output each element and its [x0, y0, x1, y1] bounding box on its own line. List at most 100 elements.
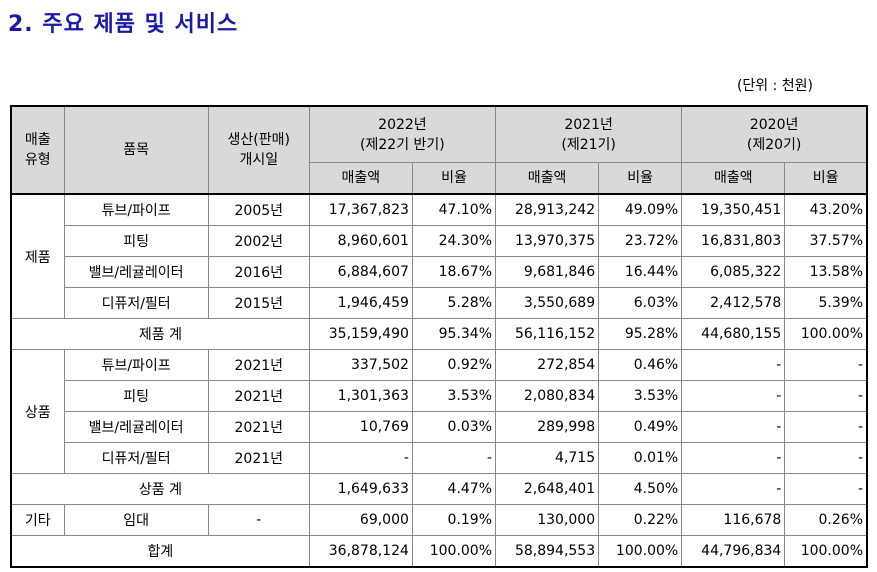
- item-name: 피팅: [63, 225, 209, 257]
- sales-2022: 1,301,363: [308, 380, 413, 412]
- sales-2021: 2,080,834: [495, 380, 600, 412]
- ratio-2022: 0.92%: [411, 349, 497, 381]
- table-row: 기타 임대 - 69,000 0.19% 130,000 0.22% 116,6…: [10, 504, 868, 536]
- ratio-2021: 0.22%: [598, 504, 683, 536]
- ratio-2021: 49.09%: [598, 193, 683, 226]
- header-ratio-2021: 비율: [598, 162, 683, 195]
- ratio-2021: 6.03%: [598, 287, 683, 319]
- sales-2021: 28,913,242: [495, 193, 600, 226]
- ratio-2020: 5.39%: [784, 287, 868, 319]
- ratio-2020: 100.00%: [784, 535, 868, 568]
- ratio-2020: -: [784, 349, 868, 381]
- sales-2020: 6,085,322: [681, 256, 786, 288]
- sales-2021: 289,998: [495, 411, 600, 443]
- subtotal-label: 상품 계: [10, 473, 310, 505]
- item-name: 디퓨저/필터: [63, 442, 209, 474]
- ratio-2020: -: [784, 380, 868, 412]
- sales-2020: 16,831,803: [681, 225, 786, 257]
- group-label-other: 기타: [10, 504, 65, 536]
- item-name: 피팅: [63, 380, 209, 412]
- table-row: 피팅 2002년 8,960,601 24.30% 13,970,375 23.…: [11, 225, 868, 257]
- ratio-2022: 100.00%: [411, 535, 497, 568]
- sales-2020: -: [681, 349, 786, 381]
- ratio-2022: 5.28%: [411, 287, 497, 319]
- item-name: 튜브/파이프: [63, 349, 209, 381]
- sales-2022: 1,649,633: [308, 473, 413, 505]
- ratio-2022: -: [411, 442, 497, 474]
- ratio-2022: 47.10%: [411, 193, 497, 226]
- ratio-2022: 24.30%: [411, 225, 497, 257]
- ratio-2022: 0.03%: [411, 411, 497, 443]
- products-table: 매출 유형 품목 생산(판매) 개시일 2022년 (제22기 반기) 2021…: [10, 105, 868, 568]
- ratio-2020: 0.26%: [784, 504, 868, 536]
- ratio-2020: -: [784, 442, 868, 474]
- start-year: -: [207, 504, 310, 536]
- table-row: 디퓨저/필터 2015년 1,946,459 5.28% 3,550,689 6…: [11, 287, 868, 319]
- header-sales-2021: 매출액: [495, 162, 600, 195]
- ratio-2021: 0.46%: [598, 349, 683, 381]
- start-year: 2021년: [207, 349, 310, 381]
- item-name: 튜브/파이프: [63, 193, 209, 226]
- sales-2022: 69,000: [308, 504, 413, 536]
- sales-2020: -: [681, 380, 786, 412]
- sales-2021: 56,116,152: [495, 318, 600, 350]
- unit-label: (단위 : 천원): [736, 78, 813, 94]
- table-row: 피팅 2021년 1,301,363 3.53% 2,080,834 3.53%…: [11, 380, 868, 412]
- header-ratio-2022: 비율: [411, 162, 497, 195]
- sales-2022: 10,769: [308, 411, 413, 443]
- ratio-2021: 0.49%: [598, 411, 683, 443]
- sales-2021: 9,681,846: [495, 256, 600, 288]
- sales-2021: 58,894,553: [495, 535, 600, 568]
- sales-2022: 6,884,607: [308, 256, 413, 288]
- ratio-2021: 3.53%: [598, 380, 683, 412]
- table-row: 밸브/레귤레이터 2021년 10,769 0.03% 289,998 0.49…: [11, 411, 868, 443]
- sales-2022: 17,367,823: [308, 193, 413, 226]
- ratio-2021: 100.00%: [598, 535, 683, 568]
- sales-2021: 2,648,401: [495, 473, 600, 505]
- section-title: 2. 주요 제품 및 서비스: [8, 12, 239, 37]
- sales-2020: -: [681, 442, 786, 474]
- ratio-2022: 95.34%: [411, 318, 497, 350]
- sales-2022: 337,502: [308, 349, 413, 381]
- sales-2021: 13,970,375: [495, 225, 600, 257]
- subtotal-label: 제품 계: [10, 318, 310, 350]
- sales-2020: -: [681, 473, 786, 505]
- start-year: 2015년: [207, 287, 310, 319]
- sales-2021: 130,000: [495, 504, 600, 536]
- sales-2021: 272,854: [495, 349, 600, 381]
- ratio-2021: 16.44%: [598, 256, 683, 288]
- header-2021: 2021년 (제21기): [495, 105, 683, 163]
- table-row: 디퓨저/필터 2021년 - - 4,715 0.01% - -: [11, 442, 868, 474]
- header-2022: 2022년 (제22기 반기): [308, 105, 497, 163]
- item-name: 임대: [63, 504, 209, 536]
- sales-2020: -: [681, 411, 786, 443]
- sales-2020: 116,678: [681, 504, 786, 536]
- header-sales-2020: 매출액: [681, 162, 786, 195]
- ratio-2022: 4.47%: [411, 473, 497, 505]
- total-label: 합계: [10, 535, 310, 568]
- sales-2022: -: [308, 442, 413, 474]
- ratio-2022: 0.19%: [411, 504, 497, 536]
- table-row: 밸브/레귤레이터 2016년 6,884,607 18.67% 9,681,84…: [11, 256, 868, 288]
- sales-2022: 35,159,490: [308, 318, 413, 350]
- ratio-2021: 23.72%: [598, 225, 683, 257]
- table-row: 제품 튜브/파이프 2005년 17,367,823 47.10% 28,913…: [10, 193, 868, 319]
- ratio-2020: -: [784, 411, 868, 443]
- table-row: 상품 튜브/파이프 2021년 337,502 0.92% 272,854 0.…: [10, 349, 868, 474]
- sales-2022: 36,878,124: [308, 535, 413, 568]
- ratio-2021: 0.01%: [598, 442, 683, 474]
- header-sales-2022: 매출액: [308, 162, 413, 195]
- start-year: 2002년: [207, 225, 310, 257]
- sales-2022: 1,946,459: [308, 287, 413, 319]
- sales-2020: 44,680,155: [681, 318, 786, 350]
- sales-2020: 2,412,578: [681, 287, 786, 319]
- sales-2020: 44,796,834: [681, 535, 786, 568]
- header-item: 품목: [63, 105, 209, 195]
- header-type: 매출 유형: [10, 105, 65, 195]
- subtotal-row: 상품 계 1,649,633 4.47% 2,648,401 4.50% - -: [10, 473, 868, 505]
- ratio-2020: 100.00%: [784, 318, 868, 350]
- group-label-goods: 상품: [10, 349, 65, 474]
- total-row: 합계 36,878,124 100.00% 58,894,553 100.00%…: [10, 535, 868, 568]
- ratio-2020: 43.20%: [784, 193, 868, 226]
- header-ratio-2020: 비율: [784, 162, 868, 195]
